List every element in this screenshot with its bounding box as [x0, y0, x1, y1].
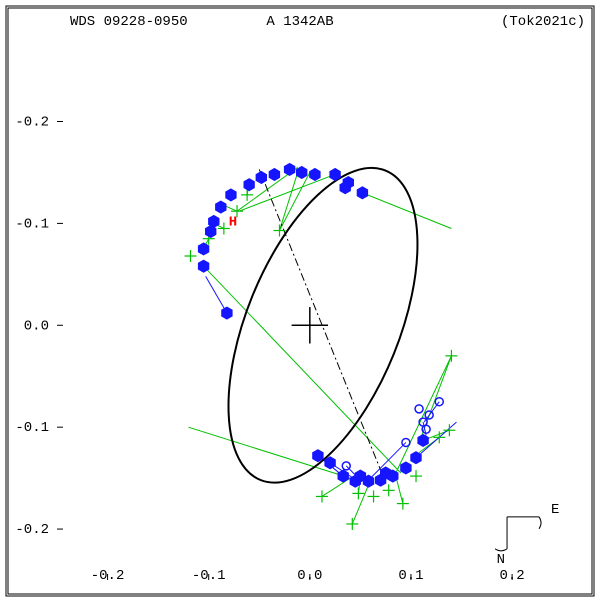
hex-marker	[401, 462, 411, 474]
h-marker: H	[229, 214, 237, 230]
xtick-label: -0.2	[91, 568, 125, 584]
residual-line	[396, 356, 452, 473]
outer-border-2	[8, 8, 592, 594]
hex-marker	[338, 470, 348, 482]
title-right: (Tok2021c)	[501, 14, 585, 30]
hex-marker	[340, 182, 350, 194]
hex-marker	[222, 307, 232, 319]
compass-e-label: E	[551, 502, 559, 518]
hex-marker	[418, 434, 428, 446]
hex-marker	[313, 450, 323, 462]
xtick-label: -0.1	[192, 568, 226, 584]
residual-line	[239, 172, 340, 211]
ytick-label: -0.2	[15, 115, 49, 131]
hex-marker	[284, 163, 294, 175]
compass-e-arrow	[539, 517, 541, 529]
outer-border	[6, 6, 594, 596]
ytick-label: 0.0	[24, 318, 49, 334]
title-center: A 1342AB	[266, 14, 333, 30]
ytick-label: -0.1	[15, 420, 49, 436]
hex-marker	[297, 167, 307, 179]
open-circle-marker	[415, 405, 423, 413]
ytick-label: -0.2	[15, 522, 49, 538]
compass-n-arrow	[495, 549, 507, 551]
hex-marker	[330, 169, 340, 181]
hex-marker	[256, 172, 266, 184]
hex-marker	[325, 457, 335, 469]
xtick-label: 0.0	[297, 568, 322, 584]
residual-line	[188, 427, 350, 478]
title-left: WDS 09228-0950	[70, 14, 188, 30]
hex-marker	[198, 243, 208, 255]
hex-marker	[226, 189, 236, 201]
ytick-label: -0.1	[15, 216, 49, 232]
orbit-plot: WDS 09228-0950 A 1342AB (Tok2021c) -0.2 -0.1…	[0, 0, 600, 600]
open-circle-marker	[422, 425, 430, 433]
hex-marker	[381, 467, 391, 479]
residual-line	[362, 193, 451, 229]
hex-marker	[357, 187, 367, 199]
hex-marker	[355, 470, 365, 482]
hex-marker	[244, 179, 254, 191]
hex-marker	[269, 169, 279, 181]
hex-marker	[411, 452, 421, 464]
hex-marker	[198, 260, 208, 272]
residual-line-blue	[206, 276, 227, 313]
hex-marker	[206, 226, 216, 238]
hex-marker	[310, 169, 320, 181]
xtick-label: 0.1	[398, 568, 423, 584]
compass-n-label: N	[497, 552, 505, 568]
hex-marker	[216, 201, 226, 213]
xtick-label: 0.2	[499, 568, 524, 584]
